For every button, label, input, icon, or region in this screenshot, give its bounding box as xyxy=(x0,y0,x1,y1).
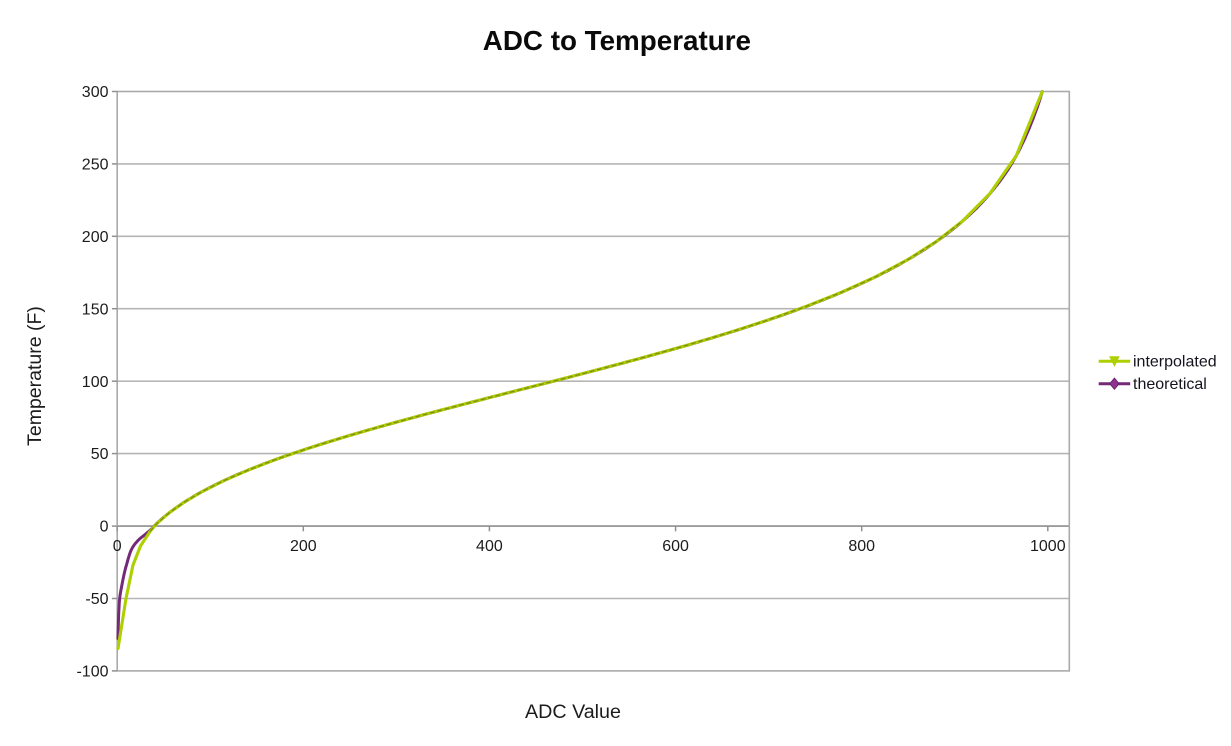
svg-text:interpolated: interpolated xyxy=(1133,354,1217,371)
svg-text:-100: -100 xyxy=(76,664,108,681)
svg-text:1000: 1000 xyxy=(1030,538,1066,555)
svg-text:250: 250 xyxy=(82,157,109,174)
svg-text:ADC Value: ADC Value xyxy=(525,701,621,723)
svg-text:200: 200 xyxy=(82,229,109,246)
svg-text:400: 400 xyxy=(476,538,503,555)
svg-text:theoretical: theoretical xyxy=(1133,376,1207,393)
svg-text:50: 50 xyxy=(91,446,109,463)
svg-text:200: 200 xyxy=(290,538,317,555)
svg-text:150: 150 xyxy=(82,301,109,318)
svg-text:Temperature (F): Temperature (F) xyxy=(24,306,46,446)
svg-text:600: 600 xyxy=(662,538,689,555)
svg-text:0: 0 xyxy=(100,519,109,536)
svg-text:300: 300 xyxy=(82,84,109,101)
svg-text:ADC to Temperature: ADC to Temperature xyxy=(483,25,751,56)
svg-text:-50: -50 xyxy=(85,591,108,608)
svg-text:800: 800 xyxy=(848,538,875,555)
svg-text:100: 100 xyxy=(82,374,109,391)
svg-text:0: 0 xyxy=(113,538,122,555)
